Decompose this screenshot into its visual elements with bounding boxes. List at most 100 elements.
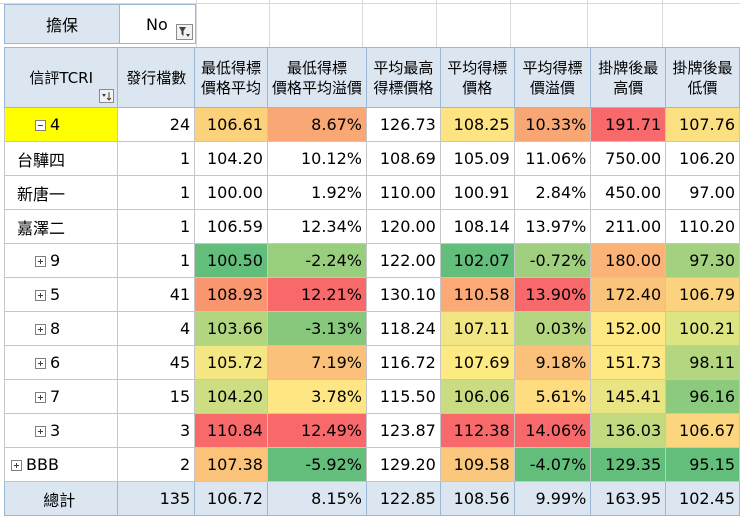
value-cell[interactable]: 96.16 <box>665 379 740 414</box>
value-cell[interactable]: 10.33% <box>513 107 592 142</box>
value-cell[interactable]: 450.00 <box>590 175 667 210</box>
value-cell[interactable]: 8.67% <box>266 107 368 142</box>
value-cell[interactable]: 118.24 <box>366 311 441 346</box>
value-cell[interactable]: 172.40 <box>590 277 667 312</box>
value-cell[interactable]: 112.38 <box>439 413 515 448</box>
value-cell[interactable]: 107.38 <box>194 447 268 482</box>
value-cell[interactable]: 163.95 <box>590 481 667 516</box>
expand-icon[interactable] <box>35 290 46 301</box>
value-cell[interactable]: 107.69 <box>439 345 515 380</box>
value-cell[interactable]: 122.00 <box>366 243 441 278</box>
value-cell[interactable]: 106.06 <box>439 379 515 414</box>
value-cell[interactable]: 13.97% <box>513 209 592 244</box>
value-cell[interactable]: 106.59 <box>194 209 268 244</box>
value-cell[interactable]: 97.30 <box>665 243 740 278</box>
value-cell[interactable]: 136.03 <box>590 413 667 448</box>
value-cell[interactable]: 1 <box>117 243 196 278</box>
value-cell[interactable]: 8.15% <box>266 481 368 516</box>
value-cell[interactable]: 750.00 <box>590 141 667 176</box>
value-cell[interactable]: -0.72% <box>513 243 592 278</box>
value-cell[interactable]: 108.69 <box>366 141 441 176</box>
value-cell[interactable]: 12.21% <box>266 277 368 312</box>
value-cell[interactable]: 103.66 <box>194 311 268 346</box>
row-label-cell[interactable]: 台驊四 <box>3 141 119 176</box>
collapse-icon[interactable] <box>35 120 46 131</box>
value-cell[interactable]: -5.92% <box>266 447 368 482</box>
value-cell[interactable]: 100.00 <box>194 175 268 210</box>
value-cell[interactable]: 152.00 <box>590 311 667 346</box>
value-cell[interactable]: 104.20 <box>194 141 268 176</box>
value-cell[interactable]: 108.14 <box>439 209 515 244</box>
row-label-cell[interactable]: 4 <box>3 107 119 142</box>
value-cell[interactable]: 102.45 <box>665 481 740 516</box>
value-cell[interactable]: 1 <box>117 175 196 210</box>
value-cell[interactable]: 116.72 <box>366 345 441 380</box>
value-cell[interactable]: 95.15 <box>665 447 740 482</box>
value-cell[interactable]: 97.00 <box>665 175 740 210</box>
value-cell[interactable]: 145.41 <box>590 379 667 414</box>
value-cell[interactable]: 1.92% <box>266 175 368 210</box>
value-cell[interactable]: 12.49% <box>266 413 368 448</box>
value-cell[interactable]: 15 <box>117 379 196 414</box>
filter-dropdown-button[interactable] <box>176 24 193 40</box>
value-cell[interactable]: 106.72 <box>194 481 268 516</box>
value-cell[interactable]: 2.84% <box>513 175 592 210</box>
expand-icon[interactable] <box>35 392 46 403</box>
value-cell[interactable]: 102.07 <box>439 243 515 278</box>
value-cell[interactable]: 7.19% <box>266 345 368 380</box>
value-cell[interactable]: 120.00 <box>366 209 441 244</box>
value-cell[interactable]: 107.76 <box>665 107 740 142</box>
value-cell[interactable]: 10.12% <box>266 141 368 176</box>
value-cell[interactable]: 110.58 <box>439 277 515 312</box>
value-cell[interactable]: 108.56 <box>439 481 515 516</box>
value-cell[interactable]: 106.79 <box>665 277 740 312</box>
value-cell[interactable]: 180.00 <box>590 243 667 278</box>
grand-total-label[interactable]: 總計 <box>3 481 119 516</box>
value-cell[interactable]: 129.20 <box>366 447 441 482</box>
row-label-cell[interactable]: BBB <box>3 447 119 482</box>
value-cell[interactable]: 105.72 <box>194 345 268 380</box>
value-cell[interactable]: 5.61% <box>513 379 592 414</box>
value-cell[interactable]: 106.61 <box>194 107 268 142</box>
value-cell[interactable]: 98.11 <box>665 345 740 380</box>
row-label-cell[interactable]: 9 <box>3 243 119 278</box>
filter-field-value[interactable]: No <box>120 4 196 44</box>
value-cell[interactable]: 12.34% <box>266 209 368 244</box>
row-label-filter-button[interactable] <box>99 89 115 103</box>
value-cell[interactable]: 107.11 <box>439 311 515 346</box>
value-cell[interactable]: 1 <box>117 141 196 176</box>
value-cell[interactable]: 109.58 <box>439 447 515 482</box>
value-cell[interactable]: 110.20 <box>665 209 740 244</box>
value-cell[interactable]: 108.25 <box>439 107 515 142</box>
value-cell[interactable]: 135 <box>117 481 196 516</box>
value-cell[interactable]: 45 <box>117 345 196 380</box>
value-cell[interactable]: 0.03% <box>513 311 592 346</box>
value-cell[interactable]: 129.35 <box>590 447 667 482</box>
row-label-cell[interactable]: 新唐一 <box>3 175 119 210</box>
value-cell[interactable]: 3 <box>117 413 196 448</box>
value-cell[interactable]: -2.24% <box>266 243 368 278</box>
value-cell[interactable]: 110.84 <box>194 413 268 448</box>
value-cell[interactable]: 122.85 <box>366 481 441 516</box>
value-cell[interactable]: 2 <box>117 447 196 482</box>
value-cell[interactable]: 24 <box>117 107 196 142</box>
value-cell[interactable]: 41 <box>117 277 196 312</box>
value-cell[interactable]: 123.87 <box>366 413 441 448</box>
value-cell[interactable]: 105.09 <box>439 141 515 176</box>
expand-icon[interactable] <box>35 256 46 267</box>
row-label-cell[interactable]: 6 <box>3 345 119 380</box>
value-cell[interactable]: 100.91 <box>439 175 515 210</box>
value-cell[interactable]: 9.18% <box>513 345 592 380</box>
expand-icon[interactable] <box>35 426 46 437</box>
value-cell[interactable]: 3.78% <box>266 379 368 414</box>
row-label-cell[interactable]: 嘉澤二 <box>3 209 119 244</box>
expand-icon[interactable] <box>35 358 46 369</box>
expand-icon[interactable] <box>11 460 22 471</box>
value-cell[interactable]: 108.93 <box>194 277 268 312</box>
value-cell[interactable]: 106.67 <box>665 413 740 448</box>
value-cell[interactable]: -4.07% <box>513 447 592 482</box>
value-cell[interactable]: 126.73 <box>366 107 441 142</box>
row-label-header[interactable]: 信評TCRI <box>3 47 119 108</box>
value-cell[interactable]: 191.71 <box>590 107 667 142</box>
value-cell[interactable]: -3.13% <box>266 311 368 346</box>
